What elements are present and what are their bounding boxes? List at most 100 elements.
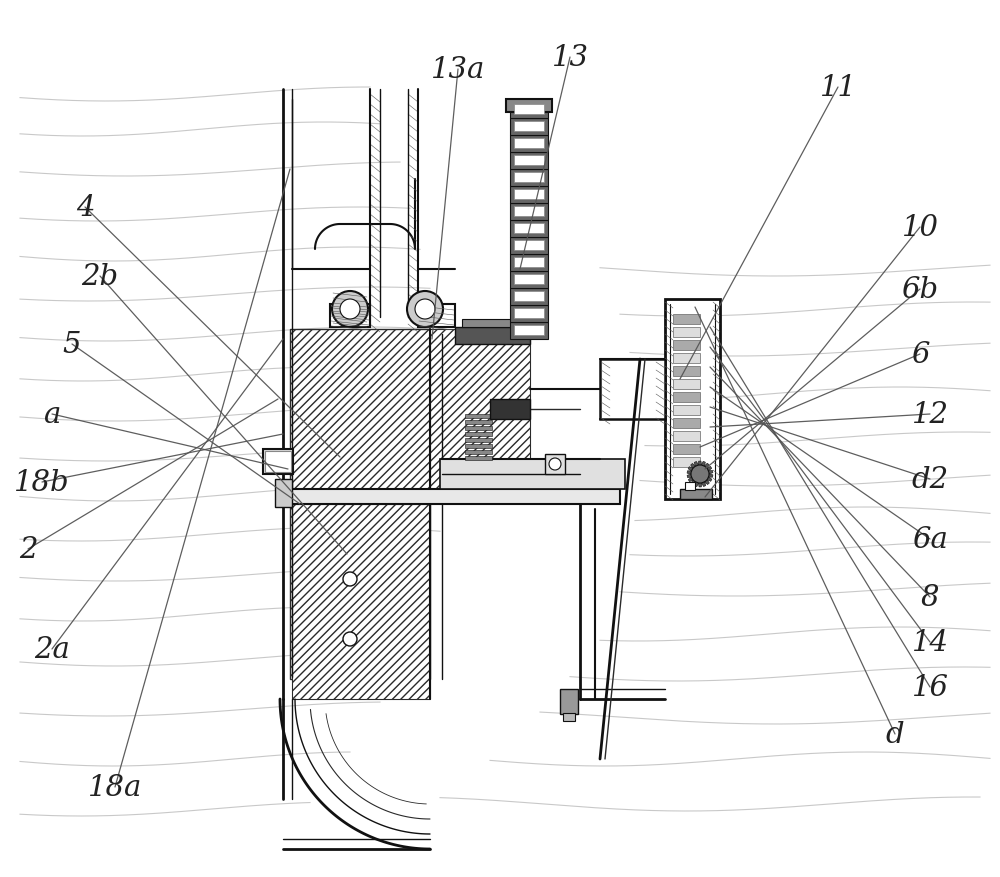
Polygon shape (462, 319, 523, 328)
Text: d: d (886, 720, 904, 748)
Text: 11: 11 (820, 74, 856, 102)
Polygon shape (290, 489, 620, 504)
Polygon shape (600, 360, 665, 419)
Polygon shape (687, 471, 692, 474)
Polygon shape (514, 325, 544, 336)
Polygon shape (685, 482, 695, 490)
Polygon shape (514, 309, 544, 318)
Circle shape (332, 292, 368, 328)
Text: 2: 2 (19, 535, 37, 563)
Text: 6: 6 (911, 340, 929, 368)
Polygon shape (673, 315, 700, 324)
Polygon shape (290, 330, 430, 679)
Polygon shape (514, 122, 544, 132)
Polygon shape (514, 240, 544, 251)
Polygon shape (708, 474, 713, 478)
Polygon shape (701, 462, 705, 467)
Circle shape (340, 300, 360, 319)
Polygon shape (691, 464, 696, 469)
Polygon shape (510, 170, 548, 187)
Polygon shape (514, 207, 544, 217)
Polygon shape (673, 353, 700, 364)
Text: 2b: 2b (81, 263, 119, 290)
Text: 10: 10 (902, 214, 938, 242)
Circle shape (415, 300, 435, 319)
Polygon shape (688, 467, 693, 472)
Polygon shape (510, 102, 548, 119)
Polygon shape (514, 173, 544, 182)
Polygon shape (455, 328, 530, 345)
Polygon shape (510, 203, 548, 221)
Circle shape (407, 292, 443, 328)
Polygon shape (510, 136, 548, 153)
Polygon shape (545, 454, 565, 474)
Polygon shape (673, 405, 700, 416)
Polygon shape (430, 330, 530, 489)
Circle shape (343, 573, 357, 587)
Text: 4: 4 (76, 194, 94, 222)
Polygon shape (707, 477, 712, 481)
Polygon shape (673, 445, 700, 454)
Polygon shape (695, 482, 699, 487)
Polygon shape (704, 480, 709, 485)
Polygon shape (691, 481, 696, 485)
Polygon shape (418, 304, 455, 328)
Polygon shape (465, 451, 492, 454)
Polygon shape (514, 156, 544, 166)
Text: 14: 14 (912, 628, 948, 656)
Circle shape (549, 459, 561, 470)
Polygon shape (563, 713, 575, 721)
Polygon shape (673, 418, 700, 429)
Polygon shape (465, 415, 492, 418)
Polygon shape (292, 504, 430, 699)
Polygon shape (510, 221, 548, 238)
Polygon shape (514, 224, 544, 234)
Text: 18a: 18a (88, 774, 142, 801)
Text: d2: d2 (911, 466, 949, 494)
Text: a: a (43, 401, 61, 429)
Polygon shape (275, 480, 292, 508)
Polygon shape (673, 431, 700, 441)
Polygon shape (465, 457, 492, 460)
Polygon shape (465, 438, 492, 443)
Polygon shape (694, 462, 698, 467)
Polygon shape (510, 119, 548, 136)
Circle shape (343, 632, 357, 646)
Text: 13a: 13a (431, 56, 485, 84)
Polygon shape (510, 153, 548, 170)
Text: 8: 8 (921, 583, 939, 611)
Polygon shape (698, 461, 702, 466)
Text: 16: 16 (912, 674, 948, 702)
Polygon shape (704, 464, 709, 468)
Polygon shape (514, 105, 544, 115)
Polygon shape (673, 328, 700, 338)
Polygon shape (688, 478, 693, 482)
Polygon shape (673, 340, 700, 351)
Polygon shape (560, 689, 578, 714)
Circle shape (691, 466, 709, 483)
Polygon shape (330, 304, 370, 328)
Polygon shape (465, 432, 492, 437)
Polygon shape (514, 275, 544, 285)
Polygon shape (465, 445, 492, 448)
Polygon shape (510, 187, 548, 203)
Polygon shape (702, 482, 706, 487)
Polygon shape (680, 489, 712, 499)
Polygon shape (510, 272, 548, 289)
Polygon shape (514, 139, 544, 149)
Polygon shape (514, 189, 544, 200)
Text: 6b: 6b (901, 275, 939, 303)
Polygon shape (265, 452, 291, 473)
Polygon shape (707, 467, 712, 471)
Text: 12: 12 (912, 401, 948, 429)
Polygon shape (510, 254, 548, 272)
Polygon shape (708, 471, 713, 474)
Text: 13: 13 (552, 44, 588, 72)
Polygon shape (673, 367, 700, 376)
Polygon shape (514, 258, 544, 267)
Text: 6a: 6a (912, 525, 948, 553)
Polygon shape (698, 483, 702, 488)
Polygon shape (465, 420, 492, 424)
Polygon shape (665, 300, 720, 499)
Text: 5: 5 (63, 331, 81, 359)
